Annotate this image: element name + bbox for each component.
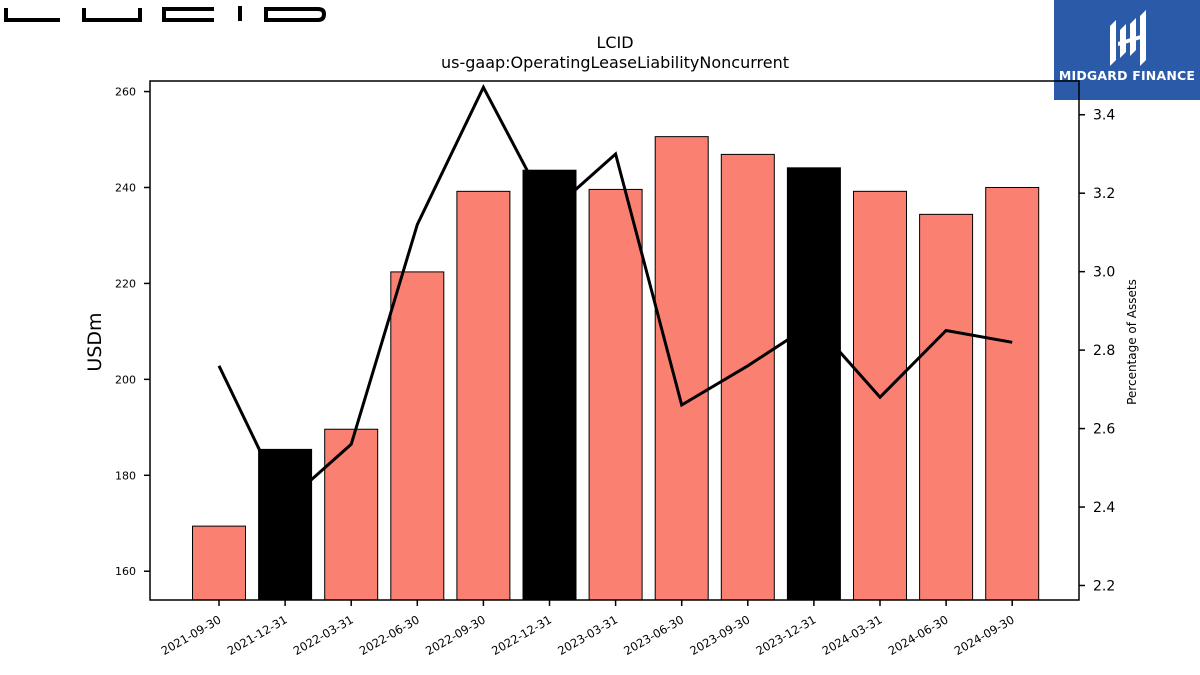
line-series [217, 83, 1013, 506]
x-tick-label: 2024-06-30 [886, 612, 951, 658]
midgard-emblem-icon [1110, 10, 1146, 66]
bar [919, 213, 974, 601]
lucid-logo [4, 6, 327, 22]
y2-axis-label: Percentage of Assets [1125, 279, 1139, 405]
percentage-line [217, 83, 1013, 506]
y-tick-label: 200 [115, 373, 136, 386]
bar [985, 186, 1040, 601]
chart-title: LCID [596, 33, 633, 52]
y2-tick-label: 2.8 [1093, 343, 1115, 359]
y-tick-label: 220 [115, 277, 136, 290]
x-tick-label: 2022-12-31 [489, 612, 554, 658]
x-axis: 2021-09-30 2021-12-31 2022-03-31 2022-06-30… [159, 600, 1017, 658]
y-tick-label: 160 [115, 565, 136, 578]
right-y-axis: 2.2 2.4 2.6 2.8 3.0 3.2 3.4 [1079, 108, 1115, 594]
x-tick-label: 2023-03-31 [555, 612, 620, 658]
bar [456, 190, 511, 601]
bar-series [192, 136, 1040, 601]
bar [522, 169, 577, 601]
bar [390, 271, 445, 601]
plot-frame [149, 80, 1080, 601]
x-tick-label: 2023-12-31 [754, 612, 819, 658]
left-y-axis: 160 180 200 220 240 260 [115, 86, 150, 578]
x-tick-label: 2023-09-30 [687, 612, 752, 658]
y2-tick-label: 2.4 [1093, 500, 1115, 516]
bar [324, 428, 379, 601]
bar [258, 448, 313, 601]
x-tick-label: 2021-12-31 [225, 612, 290, 658]
y2-tick-label: 2.2 [1093, 578, 1115, 594]
x-tick-label: 2021-09-30 [159, 612, 224, 658]
y2-tick-label: 3.2 [1093, 186, 1115, 202]
x-tick-label: 2022-03-31 [291, 612, 356, 658]
x-tick-label: 2023-06-30 [621, 612, 686, 658]
bar [654, 136, 709, 601]
bar [192, 525, 246, 601]
x-tick-label: 2024-03-31 [820, 612, 885, 658]
bar [786, 167, 841, 601]
publisher-name: MIDGARD FINANCE [1058, 68, 1196, 83]
x-tick-label: 2022-09-30 [423, 612, 488, 658]
y-axis-label: USDm [84, 312, 106, 371]
midgard-finance-logo: MIDGARD FINANCE [1054, 0, 1200, 100]
y2-tick-label: 3.0 [1093, 265, 1115, 281]
y2-tick-label: 3.4 [1093, 108, 1115, 124]
chart-subtitle: us-gaap:OperatingLeaseLiabilityNoncurren… [441, 53, 789, 72]
x-tick-label: 2024-09-30 [952, 612, 1017, 658]
y-tick-label: 240 [115, 181, 136, 194]
y2-tick-label: 2.6 [1093, 422, 1115, 438]
x-tick-label: 2022-06-30 [357, 612, 422, 658]
y-tick-label: 180 [115, 469, 136, 482]
y-tick-label: 260 [115, 86, 136, 99]
bar [588, 188, 643, 601]
